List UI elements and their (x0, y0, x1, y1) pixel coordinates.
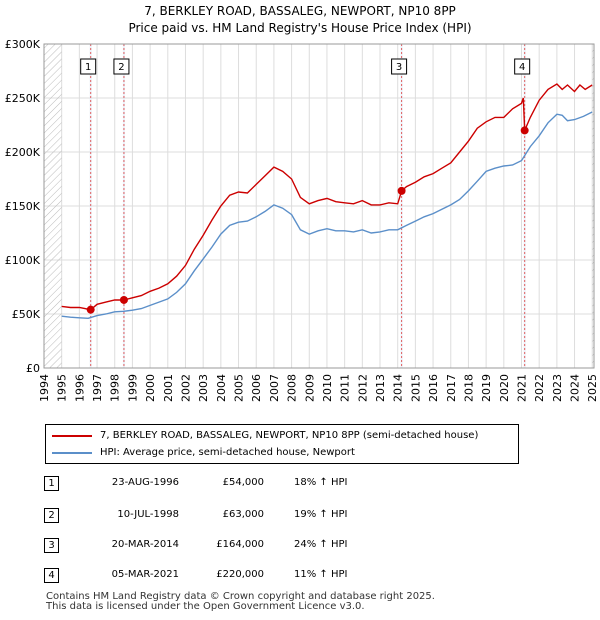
x-tick-label: 2019 (480, 374, 493, 402)
y-tick-label: £150K (5, 200, 41, 213)
x-tick-label: 2006 (250, 374, 263, 402)
x-tick-label: 2022 (533, 374, 546, 402)
x-tick-label: 2011 (339, 374, 352, 402)
x-tick-label: 2023 (551, 374, 564, 402)
sale-hpi-diff: 18% ↑ HPI (294, 477, 348, 488)
x-tick-label: 2018 (462, 374, 475, 402)
x-tick-label: 1994 (38, 374, 51, 402)
chart-title: 7, BERKLEY ROAD, BASSALEG, NEWPORT, NP10… (144, 4, 456, 18)
y-tick-label: £0 (26, 362, 40, 375)
property-series-line (61, 83, 593, 311)
sale-price: £54,000 (222, 477, 264, 488)
sale-number-badge: 1 (44, 476, 59, 491)
y-tick-label: £100K (5, 254, 41, 267)
x-tick-label: 1997 (91, 374, 104, 402)
y-tick-label: £300K (5, 38, 41, 51)
sale-row: 2 10-JUL-1998 £63,000 19% ↑ HPI (44, 508, 564, 526)
chart-subtitle: Price paid vs. HM Land Registry's House … (128, 21, 472, 35)
sale-point (520, 126, 529, 135)
x-tick-label: 1998 (109, 374, 122, 402)
sale-number-badge: 3 (44, 538, 59, 553)
y-tick-label: £250K (5, 92, 41, 105)
sale-price: £63,000 (222, 509, 264, 520)
footer-copyright: Contains HM Land Registry data © Crown c… (46, 591, 435, 602)
sale-badge-label: 3 (396, 62, 402, 73)
sale-hpi-diff: 24% ↑ HPI (294, 539, 348, 550)
sale-date: 23-AUG-1996 (111, 477, 179, 488)
hatched-region (44, 44, 62, 368)
x-tick-label: 2014 (392, 374, 405, 402)
price-chart: 1 2 3 4 £0 £50K £100K £150K £200K £250K £300K 1994 1… (5, 38, 599, 402)
y-tick-label: £200K (5, 146, 41, 159)
x-tick-label: 2016 (427, 374, 440, 402)
x-tick-label: 2012 (356, 374, 369, 402)
x-tick-label: 1996 (73, 374, 86, 402)
x-tick-label: 2007 (268, 374, 281, 402)
x-tick-label: 2000 (144, 374, 157, 402)
sale-badge-label: 4 (519, 62, 525, 73)
sale-date: 20-MAR-2014 (111, 539, 179, 550)
sale-point (119, 295, 128, 304)
sale-price: £164,000 (216, 539, 264, 550)
x-tick-label: 2008 (286, 374, 299, 402)
sale-row: 3 20-MAR-2014 £164,000 24% ↑ HPI (44, 538, 564, 556)
legend-label-property: 7, BERKLEY ROAD, BASSALEG, NEWPORT, NP10… (100, 430, 479, 441)
x-tick-label: 2003 (197, 374, 210, 402)
sale-badge-label: 2 (118, 62, 124, 73)
sale-row: 1 23-AUG-1996 £54,000 18% ↑ HPI (44, 476, 564, 494)
sale-hpi-diff: 19% ↑ HPI (294, 509, 348, 520)
x-tick-label: 2002 (179, 374, 192, 402)
sale-badge-box (113, 58, 130, 75)
sale-price: £220,000 (216, 569, 264, 580)
x-tick-label: 2005 (233, 374, 246, 402)
plot-border (43, 43, 595, 369)
hatched-region (592, 44, 594, 368)
sale-badge-box (80, 58, 97, 75)
sale-badge-label: 1 (85, 62, 91, 73)
sale-row: 4 05-MAR-2021 £220,000 11% ↑ HPI (44, 568, 564, 586)
legend-label-hpi: HPI: Average price, semi-detached house,… (100, 447, 355, 458)
sale-number-badge: 4 (44, 568, 59, 583)
x-tick-label: 2024 (569, 374, 582, 402)
sale-hpi-diff: 11% ↑ HPI (294, 569, 348, 580)
legend-swatch-hpi (52, 452, 92, 454)
x-tick-label: 2015 (409, 374, 422, 402)
x-tick-label: 2020 (498, 374, 511, 402)
sale-date: 05-MAR-2021 (111, 569, 179, 580)
sale-badge-box (391, 58, 408, 75)
x-tick-label: 1999 (126, 374, 139, 402)
x-tick-label: 2021 (515, 374, 528, 402)
legend-swatch-property (52, 435, 92, 437)
footer-license: This data is licensed under the Open Gov… (46, 601, 365, 612)
x-tick-label: 2025 (586, 374, 599, 402)
x-tick-label: 2004 (215, 374, 228, 402)
x-tick-label: 1995 (56, 374, 69, 402)
x-tick-label: 2001 (162, 374, 175, 402)
sale-number-badge: 2 (44, 508, 59, 523)
sale-point (397, 186, 406, 195)
legend: 7, BERKLEY ROAD, BASSALEG, NEWPORT, NP10… (45, 424, 519, 464)
sale-point (86, 305, 95, 314)
y-tick-label: £50K (12, 308, 41, 321)
hpi-series-line (61, 111, 593, 320)
x-tick-label: 2017 (445, 374, 458, 402)
x-tick-label: 2009 (303, 374, 316, 402)
x-tick-label: 2010 (321, 374, 334, 402)
sale-date: 10-JUL-1998 (117, 509, 179, 520)
sale-badge-box (514, 58, 531, 75)
x-tick-label: 2013 (374, 374, 387, 402)
